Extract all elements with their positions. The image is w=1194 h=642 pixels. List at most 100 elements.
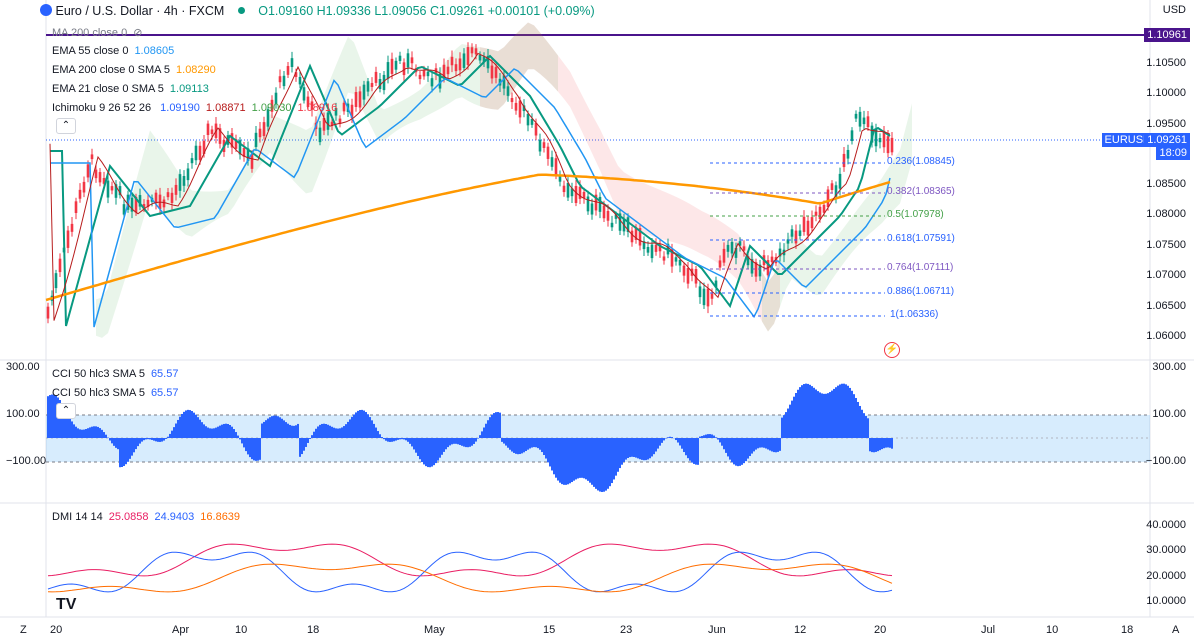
dmi-legend[interactable]: DMI 14 14 25.0858 24.9403 16.8639	[52, 511, 246, 523]
candle-body	[786, 239, 790, 244]
candle-body	[754, 262, 758, 277]
candle-body	[710, 293, 714, 299]
time-tick-label: 23	[620, 624, 633, 636]
candle-body	[730, 241, 734, 254]
price-tick-label: 1.06000	[1146, 330, 1186, 342]
ichimoku-legend[interactable]: Ichimoku 9 26 52 26 1.09190 1.08871 1.0903…	[52, 102, 343, 114]
candle-body	[438, 73, 442, 89]
dmi-plus-line	[47, 543, 893, 577]
cci-legend-1[interactable]: CCI 50 hlc3 SMA 5 65.57	[52, 368, 184, 380]
candle-body	[522, 105, 526, 112]
candle-body	[442, 64, 446, 79]
ichimoku-lead-a-value: 1.09030	[251, 102, 292, 114]
candle-body	[878, 137, 882, 143]
tradingview-logo[interactable]: TV	[56, 596, 77, 613]
candle-body	[322, 118, 326, 131]
alert-icon[interactable]: ⚡	[884, 342, 900, 358]
candle-body	[182, 175, 186, 186]
candle-body	[866, 116, 870, 128]
candle-body	[490, 65, 494, 79]
currency-button[interactable]: USD	[1162, 4, 1186, 16]
candle-body	[554, 158, 558, 176]
candle-body	[446, 66, 450, 75]
candle-body	[662, 256, 666, 261]
ema55-legend[interactable]: EMA 55 close 0 1.08605	[52, 45, 180, 57]
candle-body	[394, 60, 398, 70]
ichimoku-conversion-value: 1.09190	[160, 102, 200, 114]
symbol-logo[interactable]	[40, 4, 52, 16]
candle-body	[838, 173, 842, 189]
candle-body	[342, 102, 346, 112]
collapse-cci-button[interactable]: ⌃	[56, 403, 76, 419]
symbol-title[interactable]: Euro / U.S. Dollar · 4h · FXCM	[55, 4, 225, 18]
cci-label-2: CCI 50 hlc3 SMA 5	[52, 387, 145, 399]
candle-body	[186, 168, 190, 181]
ma200-label: MA 200 close 0	[52, 27, 128, 39]
candle-body	[598, 196, 602, 212]
candle-body	[302, 87, 306, 101]
time-tick-label: 12	[794, 624, 807, 636]
candle-body	[510, 98, 514, 103]
dmi-tick-label: 40.0000	[1146, 519, 1186, 531]
cci-left-tick-label: 100.00	[6, 408, 40, 420]
candle-body	[266, 109, 270, 127]
cci-legend-2[interactable]: CCI 50 hlc3 SMA 5 65.57	[52, 387, 184, 399]
collapse-legend-button[interactable]: ⌃	[56, 118, 76, 134]
candle-body	[274, 92, 278, 105]
candle-body	[86, 164, 90, 178]
candle-body	[74, 201, 78, 213]
time-tick-label: 10	[235, 624, 248, 636]
candle-body	[370, 82, 374, 87]
dmi-value-3: 16.8639	[200, 511, 241, 523]
ma200-legend[interactable]: MA 200 close 0 ⊘	[52, 26, 148, 39]
candle-body	[590, 203, 594, 215]
candle-body	[694, 269, 698, 284]
cci-value-1: 65.57	[150, 368, 179, 380]
candle-body	[190, 158, 194, 164]
candle-body	[134, 196, 138, 213]
candle-body	[742, 246, 746, 251]
ema200-legend[interactable]: EMA 200 close 0 SMA 5 1.08290	[52, 64, 222, 76]
candle-body	[358, 91, 362, 108]
candle-body	[822, 204, 826, 213]
time-tick-label: 15	[543, 624, 556, 636]
ohlc-readout: O1.09160 H1.09336 L1.09056 C1.09261 +0.0…	[258, 4, 594, 18]
candle-body	[166, 192, 170, 198]
candle-body	[846, 149, 850, 159]
change-value: +0.00101 (+0.09%)	[487, 4, 595, 18]
hidden-eye-icon[interactable]: ⊘	[133, 27, 143, 39]
dmi-value-1: 25.0858	[108, 511, 149, 523]
ichimoku-base-value: 1.08871	[205, 102, 246, 114]
price-tick-label: 1.10500	[1146, 57, 1186, 69]
market-status-dot	[237, 7, 245, 14]
ema21-value: 1.09113	[169, 83, 209, 95]
fib-label: 0.618(1.07591)	[887, 233, 955, 244]
ema21-legend[interactable]: EMA 21 close 0 SMA 5 1.09113	[52, 83, 215, 95]
candle-body	[750, 259, 754, 274]
candle-body	[518, 100, 522, 118]
candle-body	[142, 204, 146, 209]
candle-body	[114, 184, 118, 198]
fib-label: 0.236(1.08845)	[887, 156, 955, 167]
candle-body	[806, 220, 810, 236]
ichimoku-cloud-bull	[96, 22, 558, 338]
candle-body	[858, 111, 862, 127]
candle-body	[566, 182, 570, 198]
fib-label: 1(1.06336)	[890, 309, 939, 320]
candle-body	[734, 247, 738, 258]
ema21-line	[50, 54, 891, 327]
candle-body	[90, 154, 94, 160]
time-tick-label: 20	[874, 624, 887, 636]
last-price-tag: 1.09261	[1144, 133, 1190, 147]
chart-header: Euro / U.S. Dollar · 4h · FXCM O1.09160 …	[40, 4, 595, 18]
candle-body	[82, 181, 86, 193]
zoom-button[interactable]: Z	[20, 624, 27, 636]
candle-body	[94, 169, 98, 179]
price-tick-label: 1.10000	[1146, 87, 1186, 99]
candle-body	[550, 157, 554, 167]
auto-scale-button[interactable]: A	[1172, 624, 1180, 636]
candle-body	[462, 53, 466, 68]
candle-body	[546, 146, 550, 159]
candle-body	[390, 58, 394, 74]
